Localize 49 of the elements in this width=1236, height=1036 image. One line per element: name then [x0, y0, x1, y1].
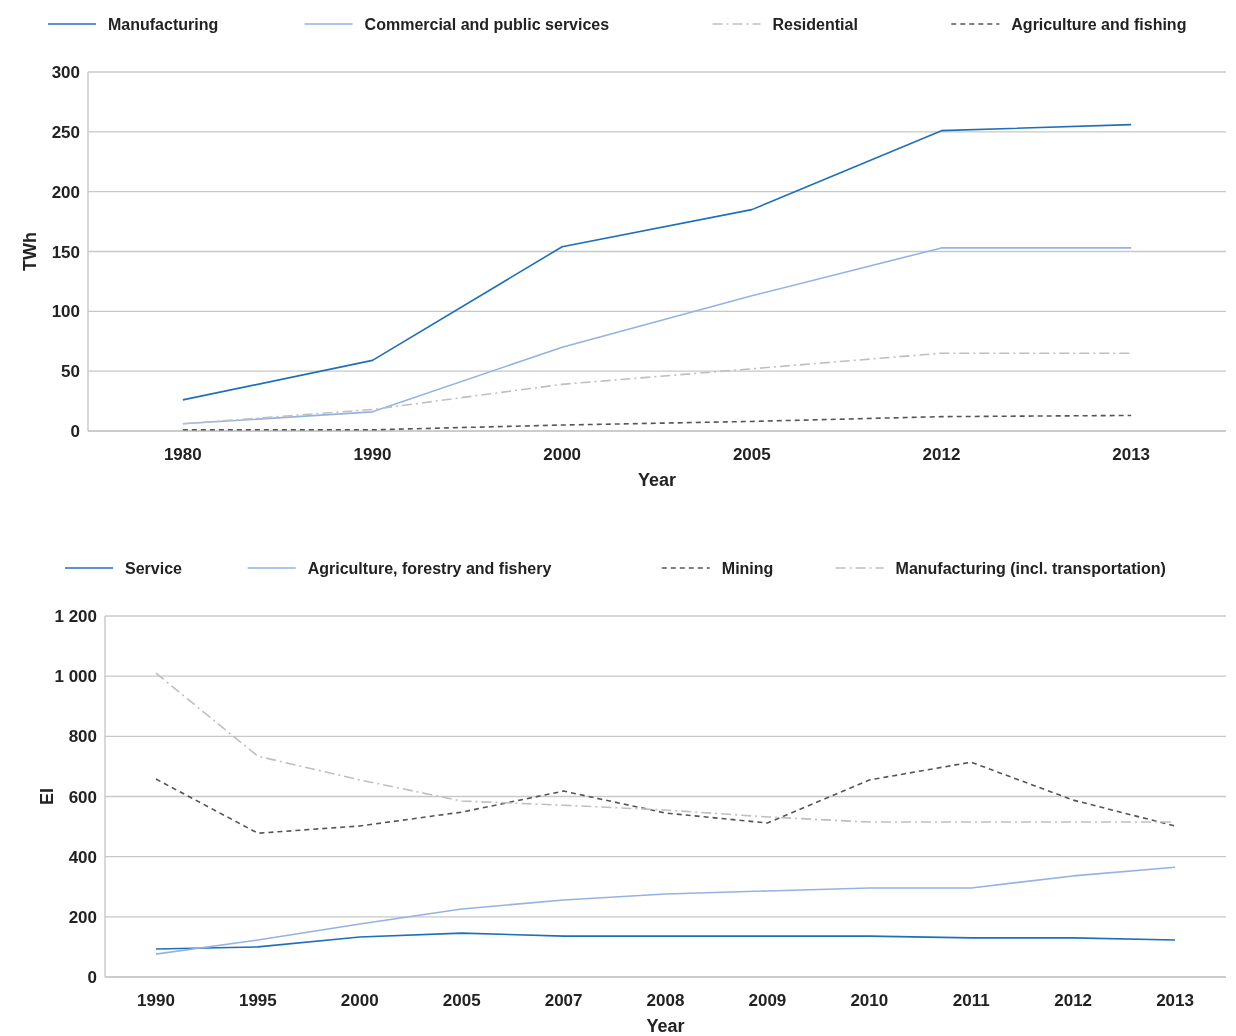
legend-label: Commercial and public services — [364, 16, 610, 33]
y-axis-title: TWh — [20, 232, 40, 271]
x-tick-label: 2009 — [748, 991, 787, 1010]
legend-label: Service — [125, 560, 183, 577]
y-tick-label: 100 — [51, 302, 80, 322]
legend-label: Agriculture and fishing — [1011, 16, 1187, 33]
y-tick-label: 800 — [68, 727, 97, 747]
y-tick-label: 200 — [51, 182, 80, 202]
line-series — [155, 932, 1176, 950]
y-tick-label: 150 — [51, 242, 80, 262]
x-tick-label: 2013 — [1156, 991, 1194, 1010]
x-tick-label: 2000 — [340, 991, 379, 1010]
x-axis-title: Year — [646, 1016, 685, 1036]
x-tick-label: 2005 — [732, 445, 771, 464]
x-tick-label: 2000 — [543, 445, 582, 464]
x-tick-label: 2011 — [952, 991, 990, 1010]
x-tick-label: 1990 — [137, 991, 175, 1010]
x-axis-title: Year — [637, 470, 677, 490]
x-tick-label: 1980 — [163, 445, 202, 464]
line-series — [155, 866, 1176, 955]
y-tick-label: 400 — [68, 847, 97, 867]
legend-label: Residential — [772, 16, 858, 33]
y-tick-label: 0 — [87, 968, 97, 987]
x-tick-label: 2010 — [850, 991, 889, 1010]
line-series — [155, 761, 1176, 834]
x-tick-label: 2005 — [442, 991, 481, 1010]
y-tick-label: 300 — [51, 63, 80, 82]
legend-label: Mining — [721, 560, 774, 577]
y-tick-label: 1 200 — [54, 607, 97, 626]
y-tick-label: 50 — [61, 362, 80, 382]
x-tick-label: 2007 — [544, 991, 583, 1010]
legend-label: Agriculture, forestry and fishery — [307, 560, 552, 577]
legend-label: Manufacturing — [108, 16, 219, 33]
y-tick-label: 250 — [51, 122, 80, 142]
x-tick-label: 1990 — [353, 445, 392, 464]
line-series — [182, 247, 1132, 425]
y-tick-label: 0 — [70, 422, 80, 441]
x-tick-label: 2012 — [922, 445, 961, 464]
x-tick-label: 2013 — [1112, 445, 1151, 464]
line-series — [182, 414, 1132, 431]
y-tick-label: 600 — [68, 787, 97, 807]
y-tick-label: 200 — [68, 907, 97, 927]
line-series — [182, 123, 1132, 401]
legend-label: Manufacturing (incl. transportation) — [895, 560, 1166, 577]
x-tick-label: 2012 — [1054, 991, 1093, 1010]
x-tick-label: 1995 — [238, 991, 277, 1010]
y-axis-title: EI — [37, 787, 57, 806]
y-tick-label: 1 000 — [54, 667, 97, 687]
x-tick-label: 2008 — [646, 991, 685, 1010]
